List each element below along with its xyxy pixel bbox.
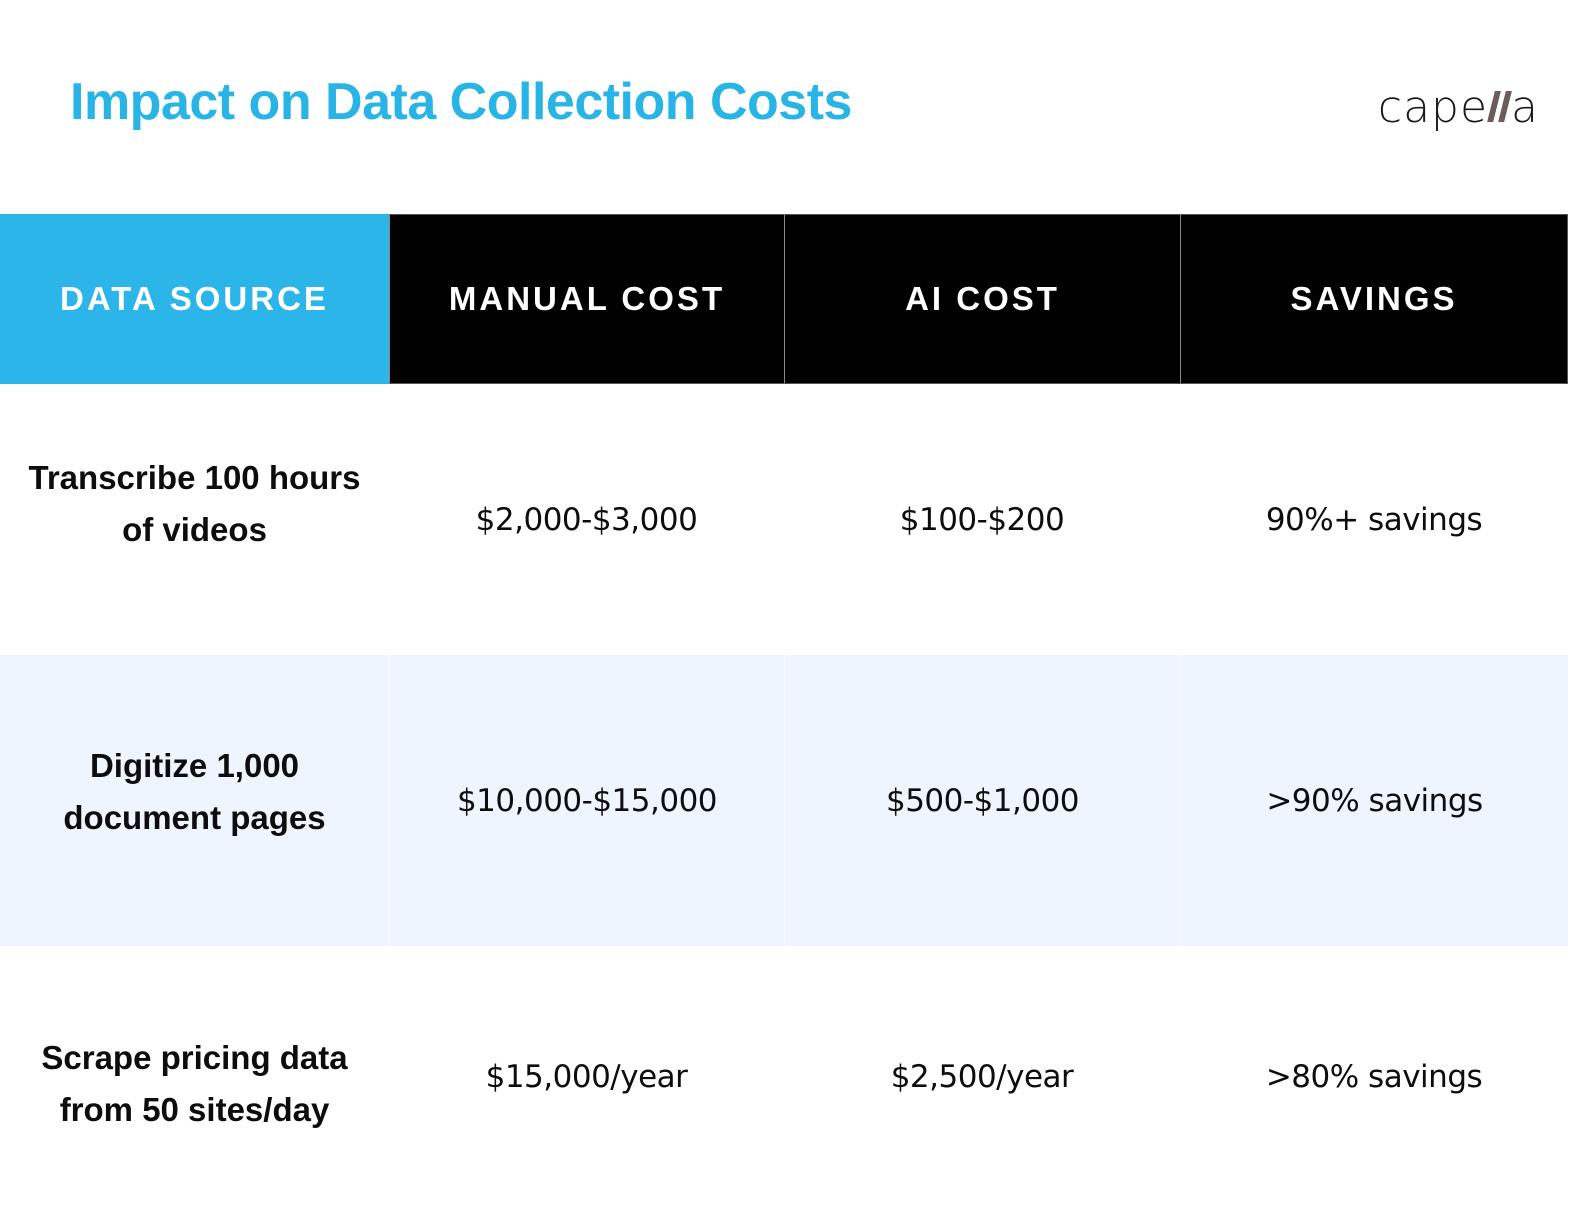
manual-cost-cell: $10,000-$15,000: [389, 655, 784, 946]
column-header-manual-cost: MANUAL COST: [389, 214, 784, 384]
ai-cost-cell: $2,500/year: [890, 1059, 1074, 1095]
logo-ll-bars-icon: [1487, 91, 1512, 122]
capella-logo: cape a: [1378, 74, 1539, 130]
cost-comparison-table: DATA SOURCE MANUAL COST AI COST SAVINGS …: [0, 214, 1568, 1225]
page-title: Impact on Data Collection Costs: [70, 73, 852, 131]
savings-cell: 90%+ savings: [1265, 501, 1483, 538]
savings-cell: >80% savings: [1265, 1059, 1483, 1095]
table-row: Digitize 1,000 document pages $10,000-$1…: [0, 655, 1568, 946]
savings-cell: >90% savings: [1180, 655, 1568, 946]
manual-cost-cell: $15,000/year: [485, 1059, 688, 1095]
manual-cost-cell: $2,000-$3,000: [475, 501, 698, 538]
data-source-cell: Digitize 1,000 document pages: [0, 655, 389, 946]
table-header-row: DATA SOURCE MANUAL COST AI COST SAVINGS: [0, 214, 1568, 384]
data-source-cell: Transcribe 100 hours of videos: [0, 384, 389, 655]
ai-cost-cell: $100-$200: [899, 501, 1065, 538]
column-header-savings: SAVINGS: [1180, 214, 1568, 384]
data-source-text: Scrape pricing data from 50 sites/day: [41, 1039, 348, 1128]
data-source-cell: Scrape pricing data from 50 sites/day: [0, 946, 389, 1225]
table-row: Scrape pricing data from 50 sites/day $1…: [0, 946, 1568, 1225]
table-row: Transcribe 100 hours of videos $2,000-$3…: [0, 384, 1568, 655]
data-source-text: Transcribe 100 hours of videos: [28, 458, 361, 548]
ai-cost-cell: $500-$1,000: [784, 655, 1180, 946]
column-header-ai-cost: AI COST: [784, 214, 1180, 384]
column-header-data-source: DATA SOURCE: [0, 214, 389, 384]
data-source-text: Digitize 1,000 document pages: [63, 746, 326, 836]
logo-text-prefix: cape: [1377, 82, 1489, 133]
logo-text-suffix: a: [1511, 82, 1539, 133]
logo-bar: [1498, 91, 1512, 122]
